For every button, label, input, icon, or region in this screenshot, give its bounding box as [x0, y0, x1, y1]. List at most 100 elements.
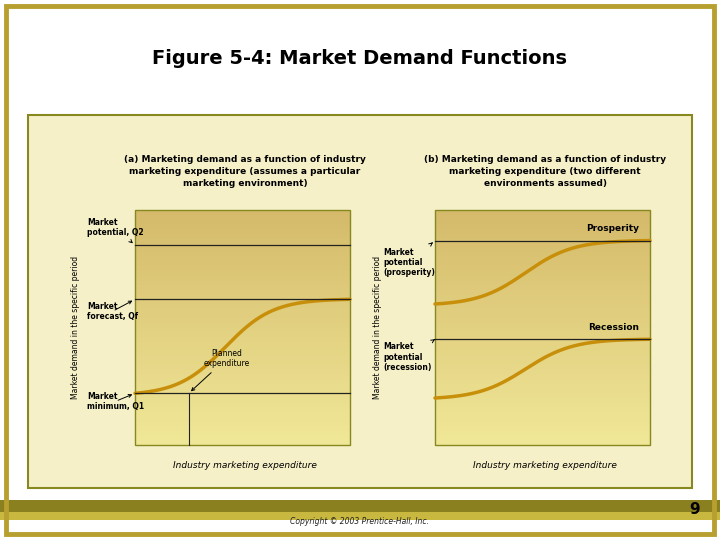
- Bar: [135, 243, 350, 248]
- Bar: [135, 318, 350, 323]
- Text: Market
forecast, Qf: Market forecast, Qf: [87, 301, 138, 321]
- Bar: [435, 384, 650, 389]
- Bar: [435, 243, 650, 248]
- Bar: [135, 271, 350, 276]
- Bar: [135, 238, 350, 244]
- Bar: [435, 248, 650, 253]
- Text: 9: 9: [689, 503, 700, 517]
- Text: Market
minimum, Q1: Market minimum, Q1: [87, 392, 144, 411]
- Bar: [135, 360, 350, 366]
- Bar: [435, 407, 650, 413]
- Text: Planned
expenditure: Planned expenditure: [192, 349, 250, 390]
- Bar: [135, 403, 350, 408]
- Bar: [435, 417, 650, 422]
- Bar: [135, 252, 350, 258]
- Text: Market
potential
(recession): Market potential (recession): [383, 340, 434, 372]
- Bar: [135, 370, 350, 375]
- Bar: [435, 337, 650, 342]
- Bar: [135, 313, 350, 319]
- Bar: [435, 304, 650, 309]
- Bar: [435, 346, 650, 352]
- Bar: [135, 266, 350, 272]
- Text: Prosperity: Prosperity: [586, 224, 639, 233]
- Bar: [0, 512, 720, 520]
- Bar: [435, 224, 650, 230]
- Bar: [135, 219, 350, 225]
- Bar: [135, 309, 350, 314]
- Text: (b) Marketing demand as a function of industry
marketing expenditure (two differ: (b) Marketing demand as a function of in…: [424, 155, 666, 187]
- Bar: [135, 210, 350, 445]
- Text: Figure 5-4: Market Demand Functions: Figure 5-4: Market Demand Functions: [153, 49, 567, 68]
- Bar: [435, 370, 650, 375]
- Bar: [435, 356, 650, 361]
- Text: Market
potential
(prosperity): Market potential (prosperity): [383, 243, 435, 278]
- Bar: [135, 379, 350, 384]
- Bar: [435, 229, 650, 234]
- Bar: [435, 342, 650, 347]
- Bar: [435, 210, 650, 445]
- Bar: [135, 356, 350, 361]
- Text: Industry marketing expenditure: Industry marketing expenditure: [173, 461, 317, 469]
- Bar: [435, 280, 650, 286]
- Bar: [135, 280, 350, 286]
- Bar: [435, 257, 650, 262]
- Bar: [435, 210, 650, 215]
- Bar: [435, 276, 650, 281]
- Bar: [435, 262, 650, 267]
- Bar: [435, 360, 650, 366]
- Bar: [135, 422, 350, 427]
- Bar: [135, 285, 350, 291]
- Bar: [435, 422, 650, 427]
- Bar: [435, 266, 650, 272]
- Bar: [135, 412, 350, 417]
- Bar: [135, 304, 350, 309]
- Bar: [135, 398, 350, 403]
- Text: Copyright © 2003 Prentice-Hall, Inc.: Copyright © 2003 Prentice-Hall, Inc.: [290, 517, 430, 526]
- Bar: [28, 115, 692, 488]
- Bar: [135, 351, 350, 356]
- Bar: [435, 271, 650, 276]
- Bar: [435, 215, 650, 220]
- Text: Market demand in the specific period: Market demand in the specific period: [71, 255, 79, 399]
- Bar: [135, 233, 350, 239]
- Bar: [435, 332, 650, 338]
- Bar: [135, 346, 350, 352]
- Bar: [435, 327, 650, 333]
- Bar: [435, 398, 650, 403]
- Bar: [135, 276, 350, 281]
- Bar: [435, 252, 650, 258]
- Bar: [435, 318, 650, 323]
- Bar: [135, 342, 350, 347]
- Text: (a) Marketing demand as a function of industry
marketing expenditure (assumes a : (a) Marketing demand as a function of in…: [124, 155, 366, 187]
- Bar: [135, 431, 350, 436]
- Bar: [0, 500, 720, 512]
- Bar: [435, 393, 650, 399]
- Bar: [135, 224, 350, 230]
- Bar: [435, 313, 650, 319]
- Bar: [435, 351, 650, 356]
- Bar: [135, 389, 350, 394]
- Bar: [435, 440, 650, 445]
- Bar: [135, 295, 350, 300]
- Bar: [135, 210, 350, 215]
- Bar: [135, 436, 350, 441]
- Text: Industry marketing expenditure: Industry marketing expenditure: [473, 461, 617, 469]
- Bar: [435, 436, 650, 441]
- Bar: [435, 233, 650, 239]
- Bar: [135, 299, 350, 305]
- Bar: [135, 257, 350, 262]
- Bar: [435, 379, 650, 384]
- Bar: [135, 290, 350, 295]
- Bar: [435, 375, 650, 380]
- Bar: [135, 332, 350, 338]
- Text: Market demand in the specific period: Market demand in the specific period: [374, 255, 382, 399]
- Text: Recession: Recession: [588, 323, 639, 332]
- Bar: [135, 337, 350, 342]
- Bar: [435, 285, 650, 291]
- Bar: [435, 219, 650, 225]
- Bar: [135, 215, 350, 220]
- Bar: [135, 229, 350, 234]
- Bar: [135, 323, 350, 328]
- Bar: [435, 323, 650, 328]
- Bar: [135, 375, 350, 380]
